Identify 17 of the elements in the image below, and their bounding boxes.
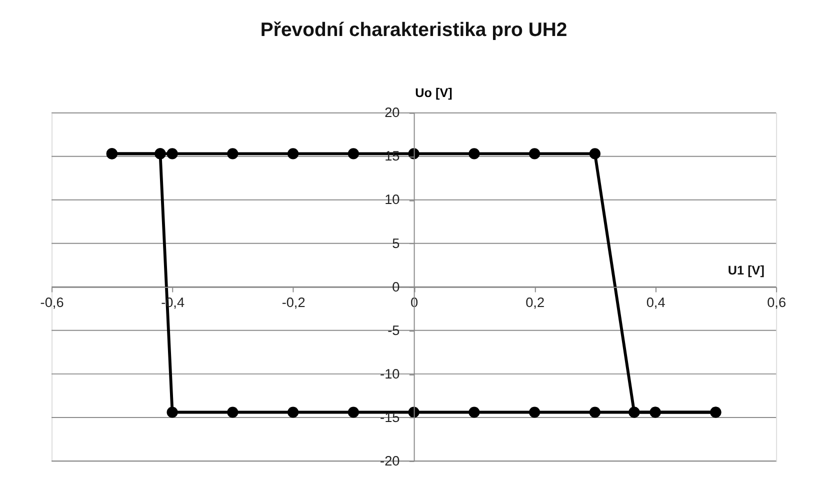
- y-tick-label: 5: [392, 236, 400, 251]
- y-tick-label: 0: [392, 279, 400, 294]
- x-tick-label: 0,4: [646, 294, 666, 310]
- x-tick-label: -0,2: [282, 294, 306, 310]
- y-tick-label: -15: [380, 410, 400, 425]
- y-tick-label: 20: [384, 105, 400, 120]
- x-tick-label: 0: [410, 294, 419, 310]
- y-tick-label: -10: [380, 366, 400, 382]
- x-tick-label: -0,6: [40, 294, 64, 310]
- x-tick-label: 0,6: [767, 294, 786, 310]
- y-axis-title: Uo [V]: [415, 86, 452, 100]
- y-tick-label: 10: [384, 192, 400, 208]
- x-tick-label: 0,2: [526, 294, 545, 310]
- x-axis-title: U1 [V]: [728, 263, 764, 278]
- y-tick-label: -5: [388, 322, 400, 338]
- chart-title: Převodní charakteristika pro UH2: [260, 18, 568, 41]
- y-tick-label: -20: [380, 453, 400, 468]
